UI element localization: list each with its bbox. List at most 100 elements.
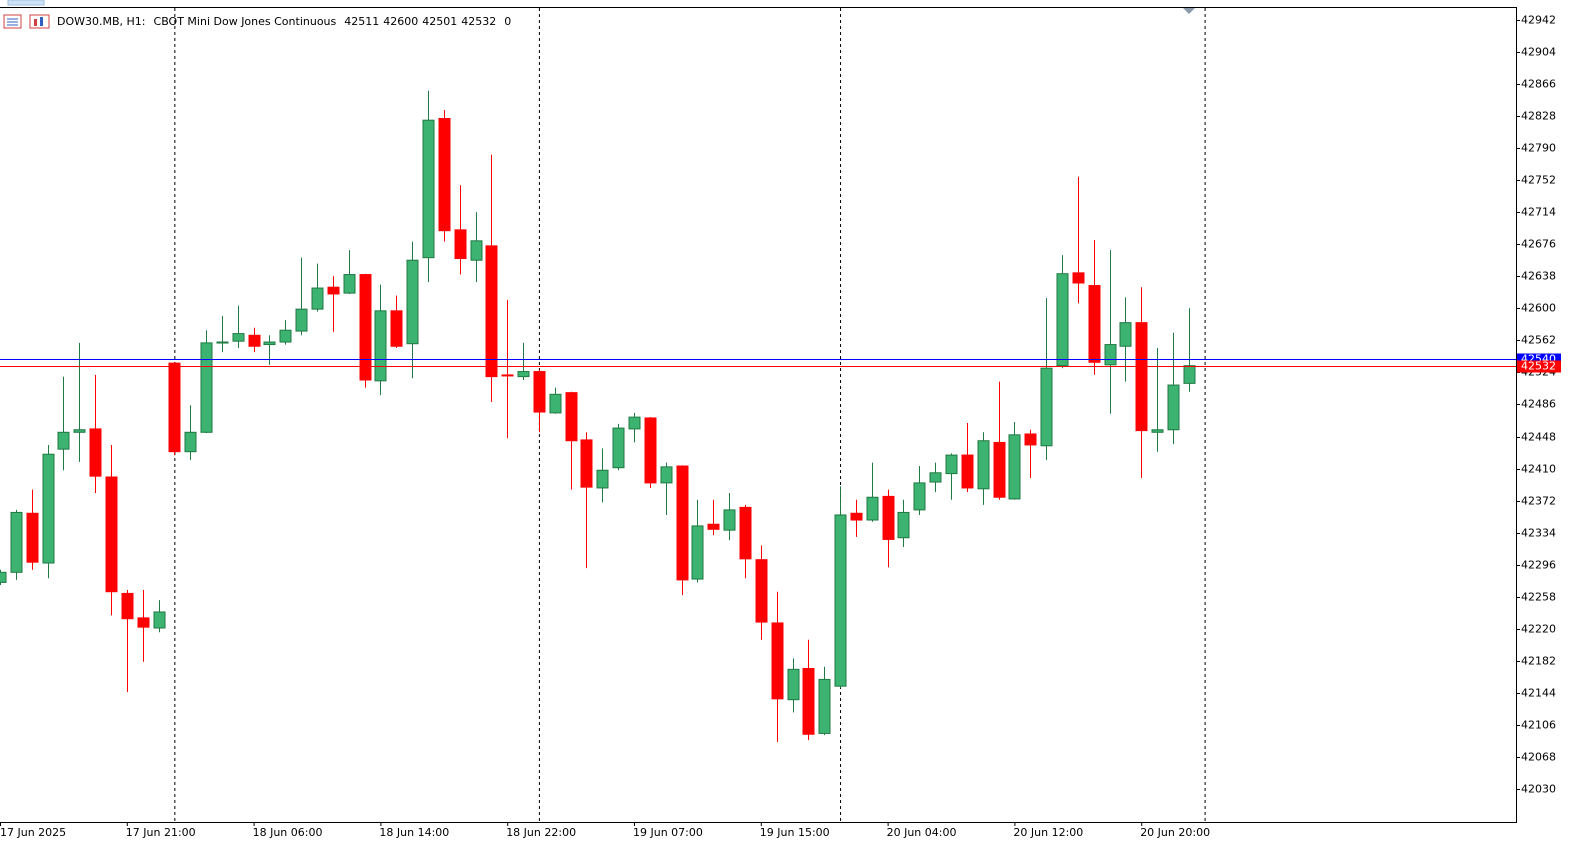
candle-body xyxy=(977,440,990,490)
candle-body xyxy=(755,559,768,623)
y-tick-label: 42068 xyxy=(1521,751,1556,764)
candle-body xyxy=(311,287,324,310)
x-tick-label: 17 Jun 21:00 xyxy=(126,826,196,839)
y-tick-label: 42752 xyxy=(1521,174,1556,187)
candle-body xyxy=(359,274,372,381)
y-tick-label: 42638 xyxy=(1521,270,1556,283)
candle-body xyxy=(1135,322,1148,432)
candle-body xyxy=(422,119,435,259)
y-tick-label: 42372 xyxy=(1521,495,1556,508)
y-tick-label: 42144 xyxy=(1521,687,1556,700)
candle-body xyxy=(1088,285,1101,363)
tab[interactable] xyxy=(7,0,45,6)
y-tick-label: 42030 xyxy=(1521,783,1556,796)
y-tick-label: 42220 xyxy=(1521,623,1556,636)
candle-body xyxy=(771,622,784,700)
candle-body xyxy=(993,441,1006,498)
candle-body xyxy=(802,667,815,735)
candle-body xyxy=(216,341,229,344)
ohlc-low: 42501 xyxy=(422,15,457,28)
candle-body xyxy=(1056,273,1069,367)
candle-body xyxy=(739,506,752,560)
candle-body xyxy=(1183,365,1196,384)
y-tick-label: 42676 xyxy=(1521,238,1556,251)
candle-body xyxy=(295,308,308,332)
candle-body xyxy=(612,427,625,469)
candle-body xyxy=(89,428,102,477)
candle-body xyxy=(596,469,609,489)
candle-body xyxy=(501,374,514,377)
candle-body xyxy=(787,668,800,701)
spread: 0 xyxy=(504,15,511,28)
candle-body xyxy=(1167,384,1180,431)
candle-body xyxy=(42,453,55,564)
candle-body xyxy=(723,509,736,531)
y-tick-label: 42486 xyxy=(1521,398,1556,411)
ohlc-close: 42532 xyxy=(461,15,496,28)
candle-body xyxy=(1104,344,1117,366)
candle-body xyxy=(882,495,895,540)
candle-body xyxy=(1151,429,1164,433)
candle-body xyxy=(517,371,530,378)
icon-chart[interactable] xyxy=(29,14,50,29)
candle-body xyxy=(343,274,356,294)
candle-body xyxy=(105,476,118,593)
candle-body xyxy=(565,392,578,442)
candle-body xyxy=(374,310,387,382)
candle-body xyxy=(485,245,498,378)
candle-body xyxy=(200,342,213,433)
x-tick-label: 19 Jun 07:00 xyxy=(633,826,703,839)
candle-body xyxy=(913,482,926,511)
candle-body xyxy=(438,118,451,232)
candle-body xyxy=(1119,322,1132,347)
candle-body xyxy=(1008,434,1021,500)
candle-body xyxy=(248,334,261,347)
price-label: 42532 xyxy=(1521,360,1556,373)
candle-body xyxy=(945,454,958,475)
candle-body xyxy=(0,571,7,583)
candle-body xyxy=(10,511,23,573)
candle-body xyxy=(263,341,276,346)
candle-body xyxy=(73,429,86,433)
header-icons xyxy=(3,14,50,29)
shift-marker[interactable] xyxy=(1183,8,1195,14)
x-tick-label: 20 Jun 04:00 xyxy=(887,826,957,839)
candle-body xyxy=(1040,367,1053,447)
candle-body xyxy=(279,329,292,343)
candle-body xyxy=(390,310,403,347)
y-tick-label: 42258 xyxy=(1521,591,1556,604)
y-tick-label: 42942 xyxy=(1521,14,1556,27)
y-tick-label: 42410 xyxy=(1521,463,1556,476)
candle-body xyxy=(327,286,340,295)
candle-body xyxy=(184,431,197,453)
x-tick-label: 17 Jun 2025 xyxy=(0,826,66,839)
candle-body xyxy=(866,496,879,521)
candle-body xyxy=(961,454,974,489)
candle-body xyxy=(580,439,593,488)
ohlc-open: 42511 xyxy=(344,15,379,28)
candle-body xyxy=(1072,272,1085,284)
y-tick-label: 42106 xyxy=(1521,719,1556,732)
x-tick-label: 18 Jun 14:00 xyxy=(379,826,449,839)
candle-body xyxy=(549,393,562,414)
candle-body xyxy=(454,229,467,260)
ohlc-high: 42600 xyxy=(383,15,418,28)
symbol: DOW30.MB, H1: xyxy=(57,15,146,28)
x-tick-label: 20 Jun 20:00 xyxy=(1140,826,1210,839)
y-tick-label: 42866 xyxy=(1521,78,1556,91)
candle-body xyxy=(676,465,689,581)
price-label-box xyxy=(1517,360,1561,373)
candle-body xyxy=(660,466,673,484)
candle-body xyxy=(137,617,150,628)
candle-body xyxy=(168,362,181,453)
candle-body xyxy=(691,525,704,580)
candle-body xyxy=(470,240,483,261)
x-tick-label: 18 Jun 06:00 xyxy=(253,826,323,839)
y-tick-label: 42714 xyxy=(1521,206,1556,219)
y-tick-label: 42448 xyxy=(1521,431,1556,444)
y-tick-label: 42296 xyxy=(1521,559,1556,572)
candle-body xyxy=(644,417,657,484)
candle-body xyxy=(121,592,134,620)
candle-body xyxy=(850,512,863,521)
